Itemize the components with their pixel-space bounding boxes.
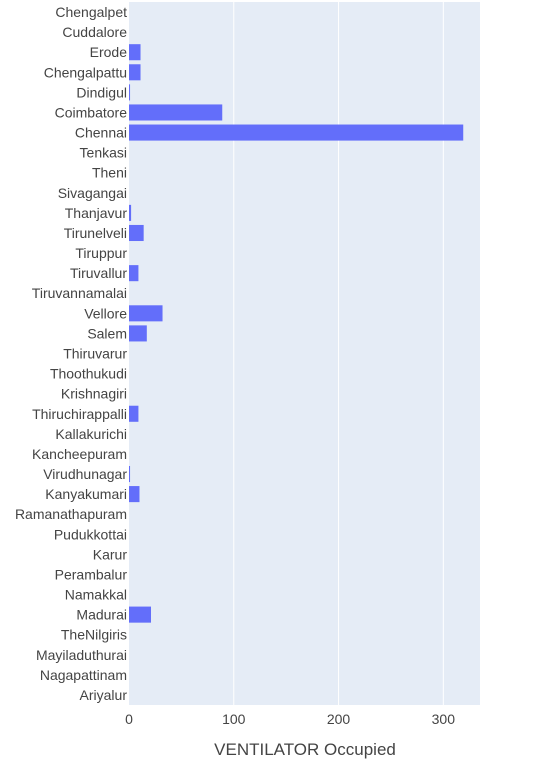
bar-madurai[interactable] <box>129 606 152 623</box>
bar-thiruchirappalli[interactable] <box>129 405 139 422</box>
bar-vellore[interactable] <box>129 305 163 322</box>
category-label-thanjavur: Thanjavur <box>65 205 128 221</box>
bar-thanjavur[interactable] <box>129 204 132 221</box>
category-label-salem: Salem <box>87 325 127 341</box>
bar-dindigul[interactable] <box>129 84 131 101</box>
category-label-kallakurichi: Kallakurichi <box>55 426 127 442</box>
x-tick-label: 100 <box>222 711 246 727</box>
category-label-ariyalur: Ariyalur <box>80 687 128 703</box>
category-label-coimbatore: Coimbatore <box>55 104 128 120</box>
category-label-perambalur: Perambalur <box>55 566 128 582</box>
category-label-tenkasi: Tenkasi <box>80 145 127 161</box>
bars <box>129 44 464 623</box>
bar-coimbatore[interactable] <box>129 104 223 121</box>
category-label-madurai: Madurai <box>76 607 127 623</box>
category-label-krishnagiri: Krishnagiri <box>61 386 127 402</box>
category-label-pudukkottai: Pudukkottai <box>54 526 127 542</box>
category-label-thoothukudi: Thoothukudi <box>50 366 127 382</box>
category-label-dindigul: Dindigul <box>76 84 127 100</box>
category-label-vellore: Vellore <box>84 305 127 321</box>
category-label-kancheepuram: Kancheepuram <box>32 446 127 462</box>
category-label-tirunelveli: Tirunelveli <box>64 225 127 241</box>
category-label-ramanathapuram: Ramanathapuram <box>15 506 127 522</box>
x-tick-label: 300 <box>432 711 456 727</box>
category-label-erode: Erode <box>90 44 128 60</box>
category-label-virudhunagar: Virudhunagar <box>43 466 127 482</box>
category-label-chengalpet: Chengalpet <box>55 4 127 20</box>
x-tick-label: 200 <box>327 711 351 727</box>
category-label-tiruvannamalai: Tiruvannamalai <box>32 285 127 301</box>
category-label-thenilgiris: TheNilgiris <box>61 627 127 643</box>
bar-virudhunagar[interactable] <box>129 465 131 483</box>
category-labels: Chengalpet Cuddalore Erode Chengalpattu Dind… <box>15 4 127 703</box>
category-label-karur: Karur <box>93 546 128 562</box>
x-tick-label: 0 <box>125 711 133 727</box>
category-label-chengalpattu: Chengalpattu <box>44 64 127 80</box>
category-label-chennai: Chennai <box>75 125 127 141</box>
bar-chennai[interactable] <box>129 124 464 141</box>
bar-erode[interactable] <box>129 44 141 61</box>
category-label-namakkal: Namakkal <box>65 587 127 603</box>
x-axis-title: VENTILATOR Occupied <box>214 740 396 759</box>
category-label-sivagangai: Sivagangai <box>58 185 127 201</box>
category-label-nagapattinam: Nagapattinam <box>40 667 127 683</box>
category-label-thiruchirappalli: Thiruchirappalli <box>32 406 127 422</box>
category-label-kanyakumari: Kanyakumari <box>45 486 127 502</box>
category-label-tiruvallur: Tiruvallur <box>70 265 127 281</box>
x-tick-labels: 0 100 200 300 <box>125 711 455 727</box>
category-label-thiruvarur: Thiruvarur <box>63 346 127 362</box>
bar-salem[interactable] <box>129 325 147 342</box>
bar-chengalpattu[interactable] <box>129 64 141 81</box>
category-label-tiruppur: Tiruppur <box>75 245 127 261</box>
bar-tirunelveli[interactable] <box>129 224 144 242</box>
category-label-mayiladuthurai: Mayiladuthurai <box>36 647 127 663</box>
bar-tiruvallur[interactable] <box>129 265 139 282</box>
category-label-cuddalore: Cuddalore <box>62 24 127 40</box>
bar-kanyakumari[interactable] <box>129 486 140 503</box>
grid-lines <box>233 2 444 705</box>
category-label-theni: Theni <box>92 165 127 181</box>
